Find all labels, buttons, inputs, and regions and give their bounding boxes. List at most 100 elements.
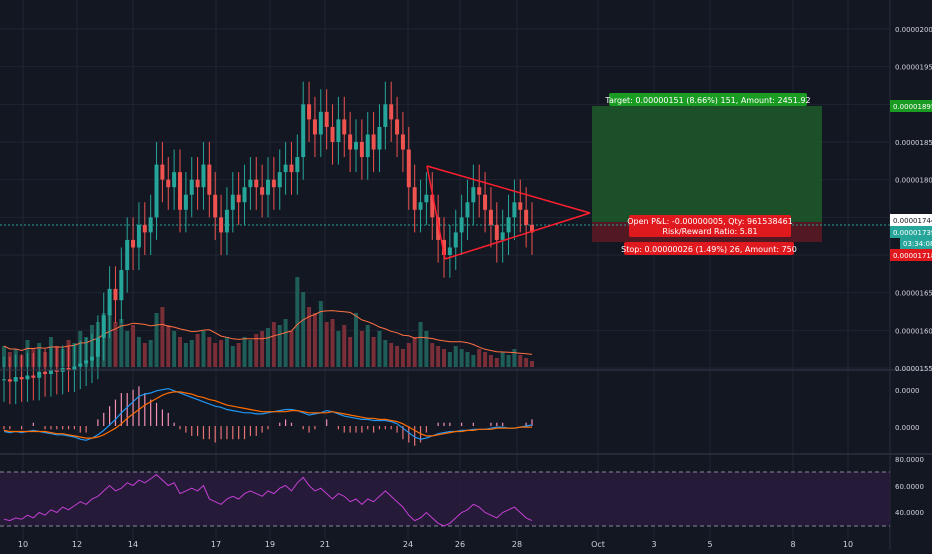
candles [2, 81, 534, 405]
volume-bar [277, 325, 282, 367]
candle-body [13, 377, 18, 382]
candle-body [418, 202, 423, 210]
volume-bar [307, 307, 312, 367]
target-zone[interactable] [592, 106, 822, 222]
candle-body [430, 194, 435, 218]
candle-body [465, 202, 470, 218]
pnl-label: Open P&L: -0.00000005, Qty: 961538461 [627, 217, 793, 226]
triangle-pattern[interactable] [426, 165, 591, 260]
volume-bar [318, 301, 323, 367]
candle-body [254, 179, 259, 188]
candle-body [219, 217, 224, 233]
macd-tick-zero: 0.0000 [895, 424, 920, 432]
volume-bar [142, 343, 147, 367]
volume-bar [148, 340, 153, 367]
pnl-label-box[interactable]: Open P&L: -0.00000005, Qty: 961538461 Ri… [627, 215, 793, 237]
target-price-badge: 0.00001895 [890, 100, 932, 112]
signal-line [3, 391, 532, 439]
volume-bar [119, 319, 124, 367]
candle-body [113, 288, 118, 301]
entry-price-badge: 0.00001739 [890, 226, 932, 238]
candle-body [377, 126, 382, 150]
candle-body [395, 119, 400, 135]
volume-bar [424, 331, 429, 367]
rsi-axis[interactable]: 80.0000 60.0000 40.0000 [895, 456, 924, 517]
volume-bar [377, 331, 382, 367]
volume-bar [166, 325, 171, 367]
candle-body [524, 209, 529, 225]
position-zones[interactable] [0, 106, 890, 242]
candle-body [119, 270, 124, 301]
time-tick-label: 17 [211, 540, 221, 549]
time-tick-label: 8 [790, 540, 795, 549]
volume-bar [189, 340, 194, 367]
candle-body [494, 224, 499, 240]
candle-body [471, 187, 476, 203]
volume-bar [183, 343, 188, 367]
triangle-upper-line[interactable] [426, 165, 591, 214]
triangle-lower-line[interactable] [444, 212, 591, 260]
current-price-text: 0.00001744 [893, 217, 932, 225]
candle-body [266, 179, 270, 195]
candle-body [336, 119, 341, 142]
volume-bar [354, 313, 358, 367]
volume-bar [365, 325, 370, 367]
candle-body [488, 209, 493, 225]
volume-bar [113, 322, 118, 367]
rsi-line [3, 474, 533, 527]
volume-bar [477, 349, 482, 367]
candle-body [90, 356, 94, 361]
candle-body [142, 224, 147, 233]
risk-reward-label: Risk/Reward Ratio: 5.81 [662, 227, 757, 236]
time-tick-label: 10 [18, 540, 28, 549]
macd-tick-upper: 0.0000 [895, 387, 920, 395]
volume-bar [453, 346, 458, 367]
candle-body [136, 224, 141, 248]
candle-body [312, 119, 317, 135]
volume-bar [283, 319, 288, 367]
candle-body [25, 375, 30, 380]
volume-bar [312, 313, 317, 367]
volume-bar [324, 322, 329, 367]
triangle-left-line[interactable] [426, 165, 446, 260]
candle-body [125, 239, 130, 271]
volume-bar [230, 346, 235, 367]
time-tick-label: 12 [72, 540, 82, 549]
volume-bar [383, 340, 388, 367]
candle-body [359, 142, 364, 158]
candle-body [318, 111, 323, 135]
candle-body [342, 119, 347, 135]
candle-body [66, 368, 71, 370]
candle-body [230, 194, 235, 210]
volume-bar [242, 337, 247, 367]
candle-body [330, 126, 335, 142]
time-tick-label: 26 [455, 540, 465, 549]
volume-bar [530, 361, 534, 367]
macd-axis[interactable]: 0.0000 0.0000 [895, 387, 920, 432]
candle-body [178, 172, 182, 210]
volume-bar [336, 331, 341, 367]
volume-bar [500, 352, 505, 367]
time-tick-label: 14 [128, 540, 138, 549]
candle-body [154, 164, 159, 218]
candle-body [365, 134, 370, 158]
current-price-badge: 0.00001744 [890, 214, 932, 226]
volume-bar [260, 331, 265, 367]
candle-body [19, 377, 24, 380]
volume-bar [224, 337, 229, 367]
target-label-box[interactable]: Target: 0.00000151 (8.66%) 151, Amount: … [604, 93, 811, 106]
candle-body [453, 232, 458, 248]
countdown-text: 03:34:08 [903, 240, 932, 248]
candle-body [260, 187, 265, 195]
macd-histogram [3, 386, 533, 446]
volume-bar [512, 349, 517, 367]
time-tick-label: 10 [843, 540, 853, 549]
stop-label-box[interactable]: Stop: 0.00000026 (1.49%) 26, Amount: 750 [621, 242, 797, 255]
rsi-tick-80: 80.0000 [895, 456, 924, 464]
candle-body [224, 209, 229, 233]
time-axis[interactable]: 10 12 14 17 19 21 24 26 28 Oct 3 5 8 10 [18, 540, 853, 549]
volume-bar [201, 331, 206, 367]
